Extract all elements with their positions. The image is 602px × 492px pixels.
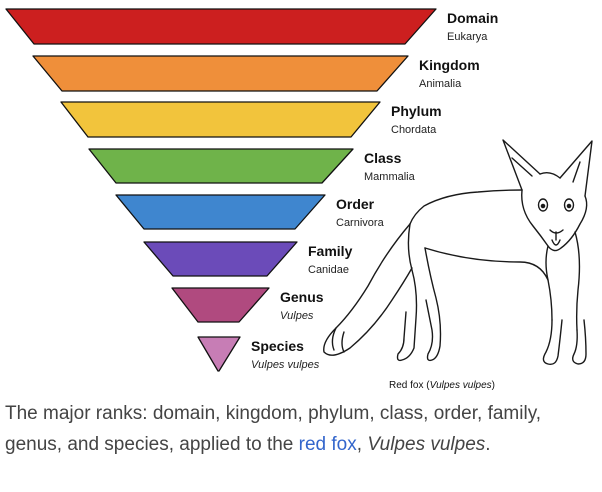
caption-text: , [356, 434, 368, 455]
rank-value-class: Mammalia [364, 171, 416, 183]
rank-labels: Domain Eukarya Kingdom Animalia Phylum Chorda… [251, 10, 498, 371]
rank-band-class [88, 148, 354, 184]
rank-band-species [197, 336, 241, 372]
rank-band-family [143, 241, 298, 277]
rank-band-genus [171, 287, 270, 323]
rank-name-kingdom: Kingdom [419, 57, 480, 73]
rank-value-domain: Eukarya [447, 31, 488, 43]
rank-name-order: Order [336, 196, 375, 212]
rank-name-domain: Domain [447, 10, 498, 26]
rank-band-kingdom [32, 55, 409, 92]
caption-species: Vulpes vulpes [367, 434, 486, 455]
figure-caption: The major ranks: domain, kingdom, phylum… [5, 398, 597, 460]
rank-value-kingdom: Animalia [419, 78, 462, 90]
fox-line-drawing-icon [323, 139, 593, 366]
rank-band-phylum [60, 101, 381, 138]
caption-text: . [485, 434, 491, 455]
rank-value-family: Canidae [308, 264, 349, 276]
rank-pyramid [5, 8, 437, 372]
rank-name-family: Family [308, 243, 353, 259]
red-fox-link[interactable]: red fox [298, 434, 357, 455]
rank-name-genus: Genus [280, 289, 324, 305]
rank-name-species: Species [251, 338, 304, 354]
rank-value-phylum: Chordata [391, 124, 437, 136]
caption-text: The major ranks: domain, kingdom, phylum… [5, 403, 542, 455]
fox-caption: Red fox (Vulpes vulpes) [389, 380, 495, 391]
taxonomy-diagram: Domain Eukarya Kingdom Animalia Phylum Chorda… [5, 8, 593, 391]
rank-value-genus: Vulpes [280, 310, 314, 322]
rank-band-domain [5, 8, 437, 45]
rank-value-order: Carnivora [336, 217, 385, 229]
rank-band-order [115, 194, 326, 230]
rank-name-phylum: Phylum [391, 103, 442, 119]
rank-value-species: Vulpes vulpes [251, 359, 320, 371]
rank-name-class: Class [364, 150, 402, 166]
